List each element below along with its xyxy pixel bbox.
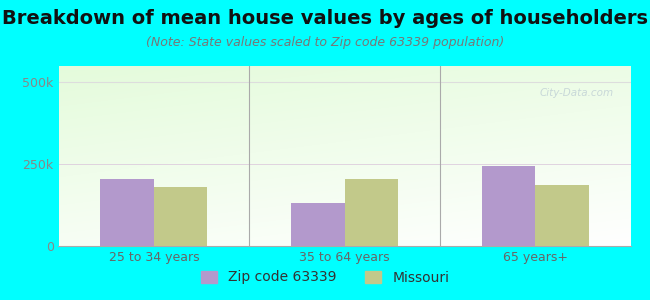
Bar [535, 185, 588, 246]
Text: City-Data.com: City-Data.com [540, 88, 614, 98]
Text: (Note: State values scaled to Zip code 63339 population): (Note: State values scaled to Zip code 6… [146, 36, 504, 49]
Bar [344, 179, 398, 246]
Bar [482, 166, 535, 246]
Legend: Zip code 63339, Missouri: Zip code 63339, Missouri [195, 265, 455, 290]
Bar [154, 187, 207, 246]
Bar [291, 203, 344, 246]
Text: Breakdown of mean house values by ages of householders: Breakdown of mean house values by ages o… [2, 9, 648, 28]
Bar [101, 179, 154, 246]
